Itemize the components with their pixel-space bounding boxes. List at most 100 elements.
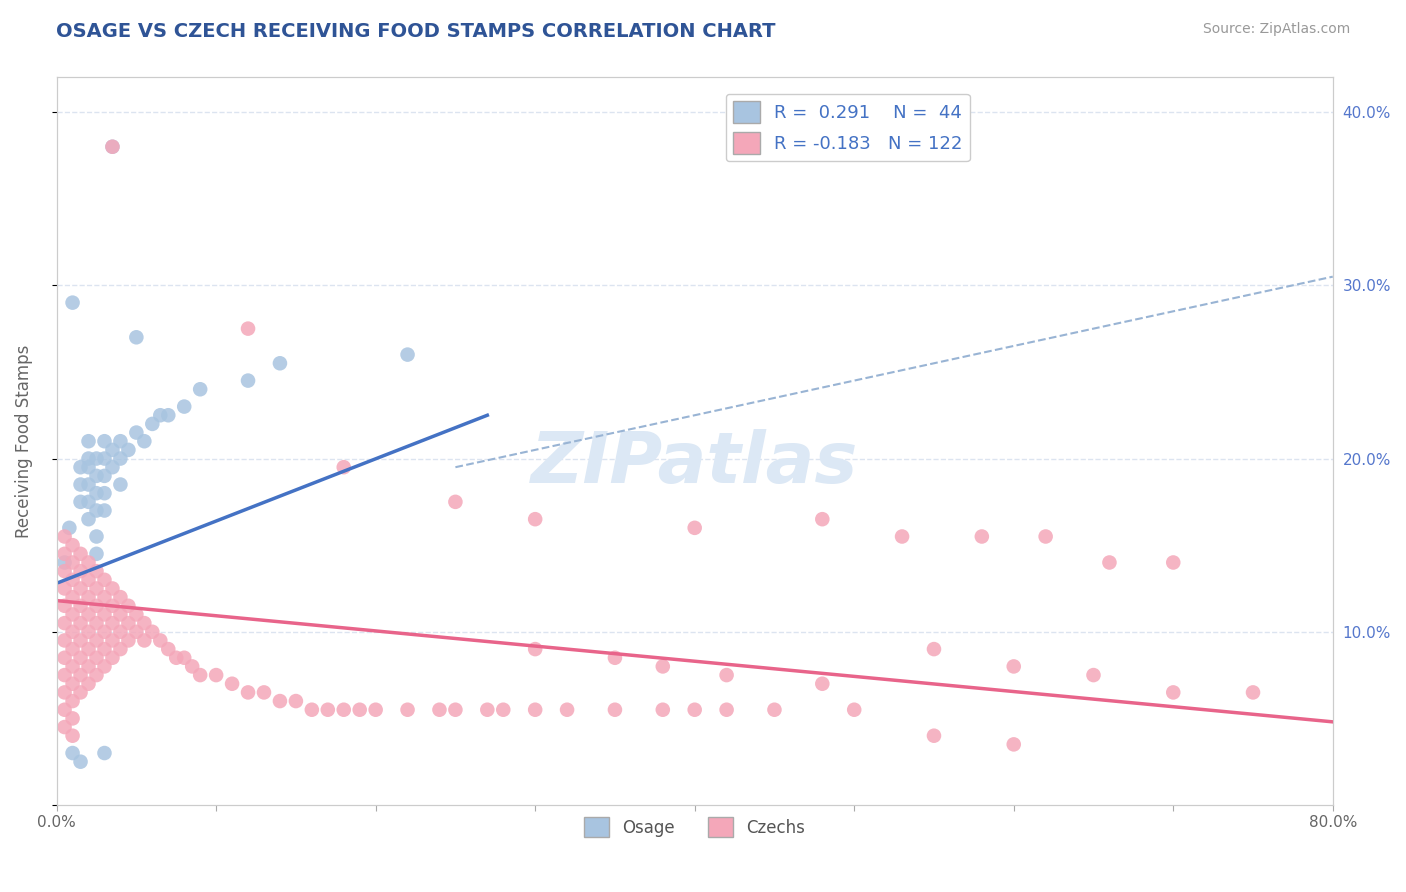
Point bbox=[922, 642, 945, 657]
Point bbox=[125, 330, 148, 344]
Point bbox=[77, 624, 100, 639]
Point bbox=[77, 460, 100, 475]
Point bbox=[110, 624, 132, 639]
Point bbox=[811, 512, 834, 526]
Point bbox=[77, 659, 100, 673]
Point bbox=[651, 703, 673, 717]
Point bbox=[253, 685, 276, 699]
Point bbox=[1083, 668, 1105, 682]
Point bbox=[1161, 556, 1184, 570]
Point bbox=[62, 642, 84, 657]
Point bbox=[763, 703, 786, 717]
Point bbox=[77, 607, 100, 622]
Point bbox=[53, 633, 76, 648]
Point bbox=[93, 642, 115, 657]
Point bbox=[157, 642, 180, 657]
Point bbox=[141, 417, 163, 431]
Point bbox=[1161, 685, 1184, 699]
Point bbox=[69, 650, 91, 665]
Point bbox=[110, 590, 132, 604]
Point bbox=[53, 703, 76, 717]
Point bbox=[101, 650, 124, 665]
Point bbox=[69, 685, 91, 699]
Point bbox=[86, 468, 108, 483]
Point bbox=[62, 677, 84, 691]
Point bbox=[93, 746, 115, 760]
Point bbox=[101, 460, 124, 475]
Point bbox=[125, 425, 148, 440]
Point bbox=[683, 521, 706, 535]
Point bbox=[101, 139, 124, 153]
Point bbox=[477, 703, 499, 717]
Point bbox=[69, 495, 91, 509]
Point bbox=[69, 460, 91, 475]
Point bbox=[69, 599, 91, 613]
Point bbox=[1035, 529, 1057, 543]
Point bbox=[69, 616, 91, 631]
Point bbox=[101, 582, 124, 596]
Point bbox=[93, 607, 115, 622]
Point bbox=[77, 477, 100, 491]
Point bbox=[77, 512, 100, 526]
Point bbox=[157, 409, 180, 423]
Point bbox=[117, 633, 139, 648]
Point bbox=[62, 659, 84, 673]
Point bbox=[58, 521, 80, 535]
Point bbox=[101, 599, 124, 613]
Text: ZIPatlas: ZIPatlas bbox=[531, 428, 859, 498]
Point bbox=[236, 685, 259, 699]
Point bbox=[891, 529, 914, 543]
Point bbox=[53, 582, 76, 596]
Point bbox=[716, 668, 738, 682]
Point bbox=[110, 434, 132, 449]
Point bbox=[62, 607, 84, 622]
Point bbox=[93, 503, 115, 517]
Point bbox=[603, 703, 626, 717]
Point bbox=[77, 573, 100, 587]
Point bbox=[62, 538, 84, 552]
Point bbox=[284, 694, 307, 708]
Point bbox=[1002, 659, 1025, 673]
Point bbox=[188, 382, 211, 396]
Point bbox=[93, 434, 115, 449]
Point bbox=[86, 486, 108, 500]
Point bbox=[69, 564, 91, 578]
Point bbox=[62, 729, 84, 743]
Point bbox=[811, 677, 834, 691]
Point bbox=[62, 573, 84, 587]
Point bbox=[492, 703, 515, 717]
Point bbox=[349, 703, 371, 717]
Point bbox=[69, 755, 91, 769]
Point bbox=[134, 633, 156, 648]
Point bbox=[269, 694, 291, 708]
Point bbox=[62, 590, 84, 604]
Point bbox=[181, 659, 204, 673]
Point bbox=[77, 495, 100, 509]
Point bbox=[62, 624, 84, 639]
Legend: Osage, Czechs: Osage, Czechs bbox=[578, 810, 813, 844]
Text: OSAGE VS CZECH RECEIVING FOOD STAMPS CORRELATION CHART: OSAGE VS CZECH RECEIVING FOOD STAMPS COR… bbox=[56, 22, 776, 41]
Point bbox=[86, 503, 108, 517]
Point bbox=[53, 564, 76, 578]
Point bbox=[125, 607, 148, 622]
Point bbox=[93, 590, 115, 604]
Point bbox=[101, 616, 124, 631]
Point bbox=[77, 451, 100, 466]
Point bbox=[555, 703, 578, 717]
Point bbox=[69, 668, 91, 682]
Point bbox=[69, 547, 91, 561]
Point bbox=[110, 642, 132, 657]
Point bbox=[93, 573, 115, 587]
Point bbox=[844, 703, 866, 717]
Point bbox=[173, 650, 195, 665]
Point bbox=[332, 460, 354, 475]
Point bbox=[86, 582, 108, 596]
Point bbox=[236, 321, 259, 335]
Point bbox=[93, 468, 115, 483]
Point bbox=[86, 599, 108, 613]
Point bbox=[86, 529, 108, 543]
Point bbox=[165, 650, 187, 665]
Point bbox=[683, 703, 706, 717]
Point bbox=[110, 477, 132, 491]
Point bbox=[922, 729, 945, 743]
